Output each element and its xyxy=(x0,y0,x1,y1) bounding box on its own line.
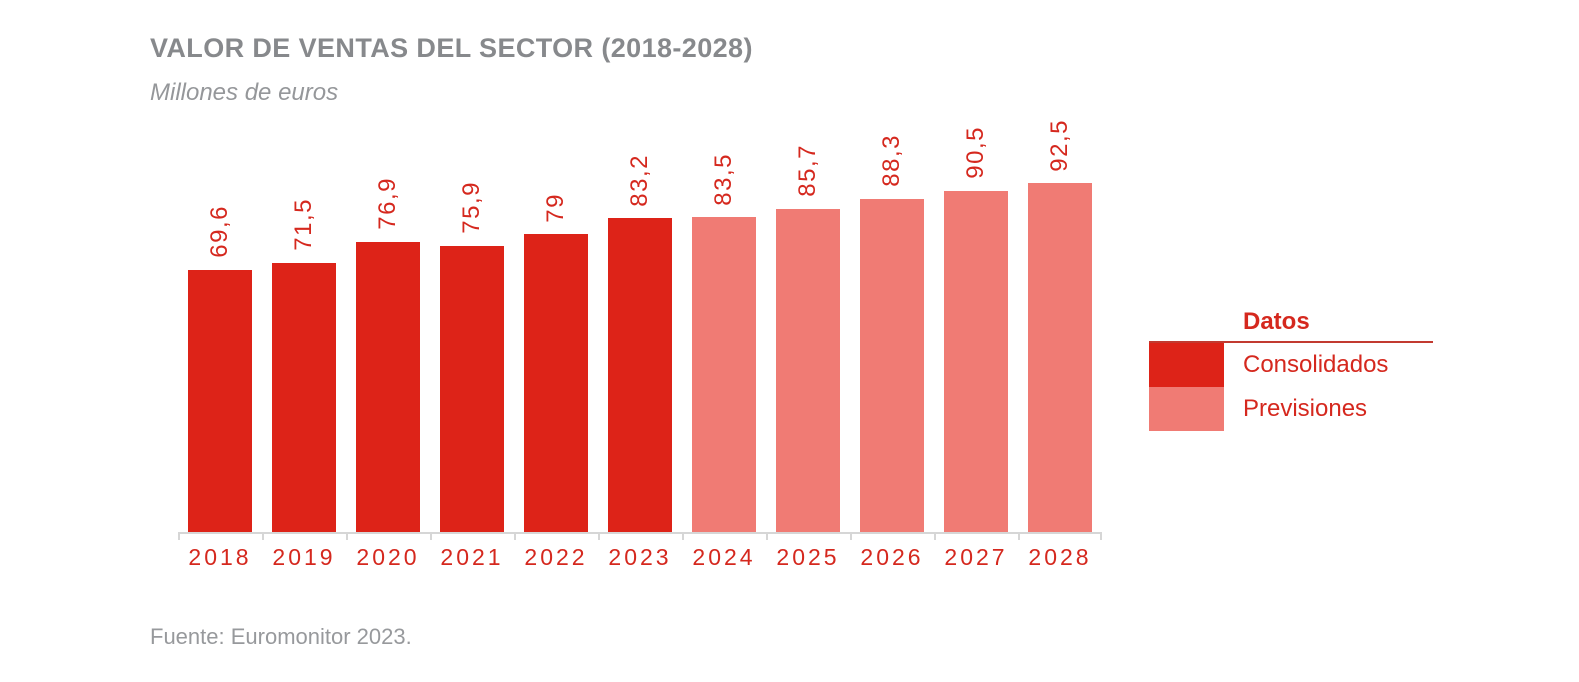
axis-tick xyxy=(766,532,768,540)
bar-2028 xyxy=(1028,183,1092,532)
x-axis-label-2026: 2026 xyxy=(860,544,924,570)
x-axis-label-2023: 2023 xyxy=(608,544,672,570)
axis-tick xyxy=(178,532,180,540)
value-label-2023: 83,2 xyxy=(626,153,653,207)
axis-tick xyxy=(1100,532,1102,540)
value-label-2021: 75,9 xyxy=(458,181,485,234)
value-label-wrap-2020: 76,9 xyxy=(346,177,430,230)
bar-2019 xyxy=(272,262,336,532)
value-label-2022: 79 xyxy=(542,192,569,223)
bar-2021 xyxy=(440,245,504,532)
x-axis-label-2024: 2024 xyxy=(692,544,756,570)
legend-swatch-consolidados xyxy=(1149,343,1224,387)
axis-tick xyxy=(1018,532,1020,540)
axis-tick xyxy=(514,532,516,540)
chart-title: VALOR DE VENTAS DEL SECTOR (2018-2028) xyxy=(150,33,753,63)
x-axis-label-2027: 2027 xyxy=(944,544,1008,570)
x-axis-label-2028: 2028 xyxy=(1028,544,1092,570)
x-axis-label-2021: 2021 xyxy=(440,544,504,570)
value-label-2027: 90,5 xyxy=(962,126,989,179)
value-label-wrap-2025: 85,7 xyxy=(766,144,850,197)
legend-divider xyxy=(1149,341,1433,343)
axis-tick xyxy=(934,532,936,540)
value-label-wrap-2026: 88,3 xyxy=(850,134,934,187)
value-label-wrap-2022: 79 xyxy=(514,193,598,223)
value-label-2019: 71,5 xyxy=(290,197,317,251)
value-label-wrap-2023: 83,2 xyxy=(598,154,682,207)
legend-swatch-previsiones xyxy=(1149,387,1224,431)
bar-chart-plot: 69,6 2018 71,5 2019 76,9 2020 75,9 2021 79 2022 83… xyxy=(178,119,1102,570)
axis-tick xyxy=(682,532,684,540)
x-axis-label-2018: 2018 xyxy=(188,544,252,570)
axis-tick xyxy=(262,532,264,540)
x-axis-label-2022: 2022 xyxy=(524,544,588,570)
legend-rows: Consolidados Previsiones xyxy=(1149,343,1433,431)
chart-subtitle: Millones de euros xyxy=(150,79,339,106)
value-label-2024: 83,5 xyxy=(710,152,737,206)
legend-label-previsiones: Previsiones xyxy=(1243,395,1368,422)
bar-2020 xyxy=(356,242,420,532)
bar-2026 xyxy=(860,199,924,532)
axis-tick xyxy=(346,532,348,540)
x-axis-label-2019: 2019 xyxy=(272,544,336,570)
bar-2018 xyxy=(188,269,252,532)
x-axis-label-2020: 2020 xyxy=(356,544,420,570)
axis-tick xyxy=(850,532,852,540)
value-label-2028: 92,5 xyxy=(1046,118,1073,172)
value-label-2025: 85,7 xyxy=(794,144,821,197)
value-label-wrap-2018: 69,6 xyxy=(178,205,262,258)
legend-item-previsiones: Previsiones xyxy=(1149,387,1433,431)
value-label-2018: 69,6 xyxy=(206,204,233,258)
axis-tick xyxy=(598,532,600,540)
x-axis-label-2025: 2025 xyxy=(776,544,840,570)
value-label-wrap-2024: 83,5 xyxy=(682,153,766,206)
bar-2022 xyxy=(524,234,588,532)
legend-title: Datos xyxy=(1243,308,1310,335)
value-label-2026: 88,3 xyxy=(878,134,905,188)
bar-2025 xyxy=(776,208,840,532)
bar-2024 xyxy=(692,217,756,532)
bar-2027 xyxy=(944,190,1008,532)
value-label-wrap-2028: 92,5 xyxy=(1018,119,1102,172)
axis-tick xyxy=(430,532,432,540)
legend-label-consolidados: Consolidados xyxy=(1243,351,1389,378)
value-label-wrap-2021: 75,9 xyxy=(430,181,514,234)
bar-2023 xyxy=(608,218,672,532)
value-label-2020: 76,9 xyxy=(374,177,401,231)
legend: Datos Consolidados Previsiones xyxy=(1149,308,1433,431)
value-label-wrap-2019: 71,5 xyxy=(262,198,346,251)
value-label-wrap-2027: 90,5 xyxy=(934,126,1018,179)
legend-item-consolidados: Consolidados xyxy=(1149,343,1433,387)
source-text: Fuente: Euromonitor 2023. xyxy=(150,624,412,649)
